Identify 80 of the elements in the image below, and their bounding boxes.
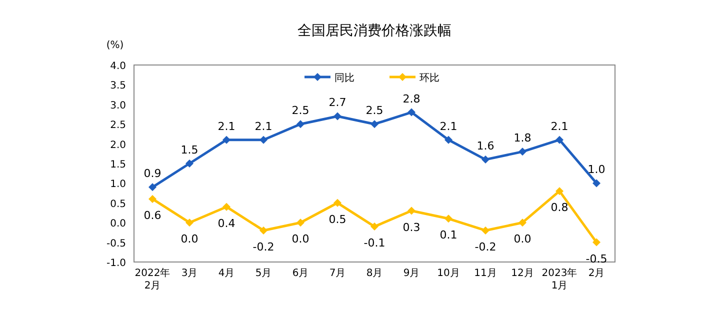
- x-tick-label: 10月: [437, 268, 460, 279]
- y-tick-label: 2.5: [110, 120, 126, 132]
- data-label: 0.4: [218, 216, 236, 230]
- point: [222, 202, 230, 211]
- point: [370, 222, 378, 231]
- x-tick-label: 4月: [218, 268, 235, 279]
- point: [518, 218, 526, 227]
- data-label: 1.0: [588, 163, 606, 176]
- x-tick-label: 2月: [588, 268, 605, 279]
- point: [370, 120, 378, 128]
- point: [556, 187, 564, 196]
- data-label: 1.6: [476, 140, 494, 153]
- x-tick-label: 8月: [366, 268, 383, 279]
- y-tick-label: 3.0: [110, 100, 126, 112]
- x-tick-label: 6月: [292, 268, 309, 279]
- data-label: 1.5: [180, 144, 198, 156]
- point: [592, 179, 600, 188]
- data-label: 0.0: [514, 232, 532, 246]
- point: [296, 120, 304, 128]
- data-label: -0.1: [364, 236, 386, 250]
- data-label: 2.5: [366, 104, 384, 118]
- y-tick-label: 1.0: [110, 179, 126, 190]
- point: [334, 198, 342, 207]
- point: [186, 160, 194, 168]
- chart-title: 全国居民消费价格涨跌幅: [298, 23, 452, 39]
- data-label: -0.5: [586, 252, 608, 266]
- x-tick-label: 12月: [511, 268, 534, 279]
- x-tick-label: 2023年 1月: [542, 267, 578, 292]
- point: [148, 194, 156, 203]
- data-label: 0.5: [328, 212, 346, 226]
- x-tick-label: 2022年 2月: [134, 267, 170, 292]
- legend-label: 环比: [420, 72, 440, 84]
- point: [148, 183, 156, 192]
- point: [296, 218, 304, 227]
- data-label: 2.5: [292, 104, 310, 118]
- y-tick-label: -1.0: [106, 258, 126, 269]
- data-label: -0.2: [252, 240, 274, 254]
- point: [186, 218, 194, 227]
- point: [556, 136, 564, 144]
- data-label: 0.8: [550, 201, 568, 214]
- x-tick-label: 7月: [329, 268, 346, 279]
- data-label: 0.1: [440, 228, 458, 242]
- point: [260, 136, 268, 144]
- data-label: 0.3: [402, 220, 420, 234]
- data-label: 0.0: [292, 232, 310, 246]
- data-label: 0.9: [144, 167, 162, 180]
- point: [334, 112, 342, 120]
- point: [260, 226, 268, 234]
- data-label: 2.1: [440, 120, 458, 133]
- point: [482, 156, 490, 164]
- data-label: 0.0: [180, 232, 198, 246]
- point: [482, 226, 490, 234]
- data-label: -0.2: [474, 240, 496, 254]
- data-label: 2.8: [402, 92, 420, 106]
- data-label: 2.1: [550, 120, 568, 133]
- x-tick-label: 9月: [403, 268, 420, 279]
- y-tick-label: 1.5: [110, 160, 126, 170]
- y-tick-label: -0.5: [106, 238, 126, 250]
- y-tick-label: 4.0: [110, 61, 126, 72]
- point: [222, 136, 230, 144]
- point: [518, 148, 526, 156]
- data-label: 1.8: [514, 132, 532, 145]
- data-label: 2.7: [328, 96, 346, 110]
- x-tick-label: 11月: [474, 268, 497, 279]
- point: [592, 238, 600, 246]
- y-tick-label: 0.5: [110, 198, 126, 210]
- data-label: 2.1: [218, 120, 236, 133]
- point: [444, 214, 452, 223]
- y-axis-title: (%): [106, 40, 124, 51]
- data-label: 2.1: [254, 120, 272, 133]
- y-tick-label: 0.0: [110, 218, 126, 230]
- point: [408, 206, 416, 215]
- y-tick-label: 2.0: [110, 140, 126, 151]
- y-tick-label: 3.5: [110, 80, 126, 92]
- point: [444, 136, 452, 144]
- point: [408, 108, 416, 116]
- x-tick-label: 3月: [181, 268, 198, 279]
- data-label: 0.6: [144, 208, 162, 222]
- x-tick-label: 5月: [255, 268, 272, 279]
- legend-label: 同比: [334, 72, 354, 84]
